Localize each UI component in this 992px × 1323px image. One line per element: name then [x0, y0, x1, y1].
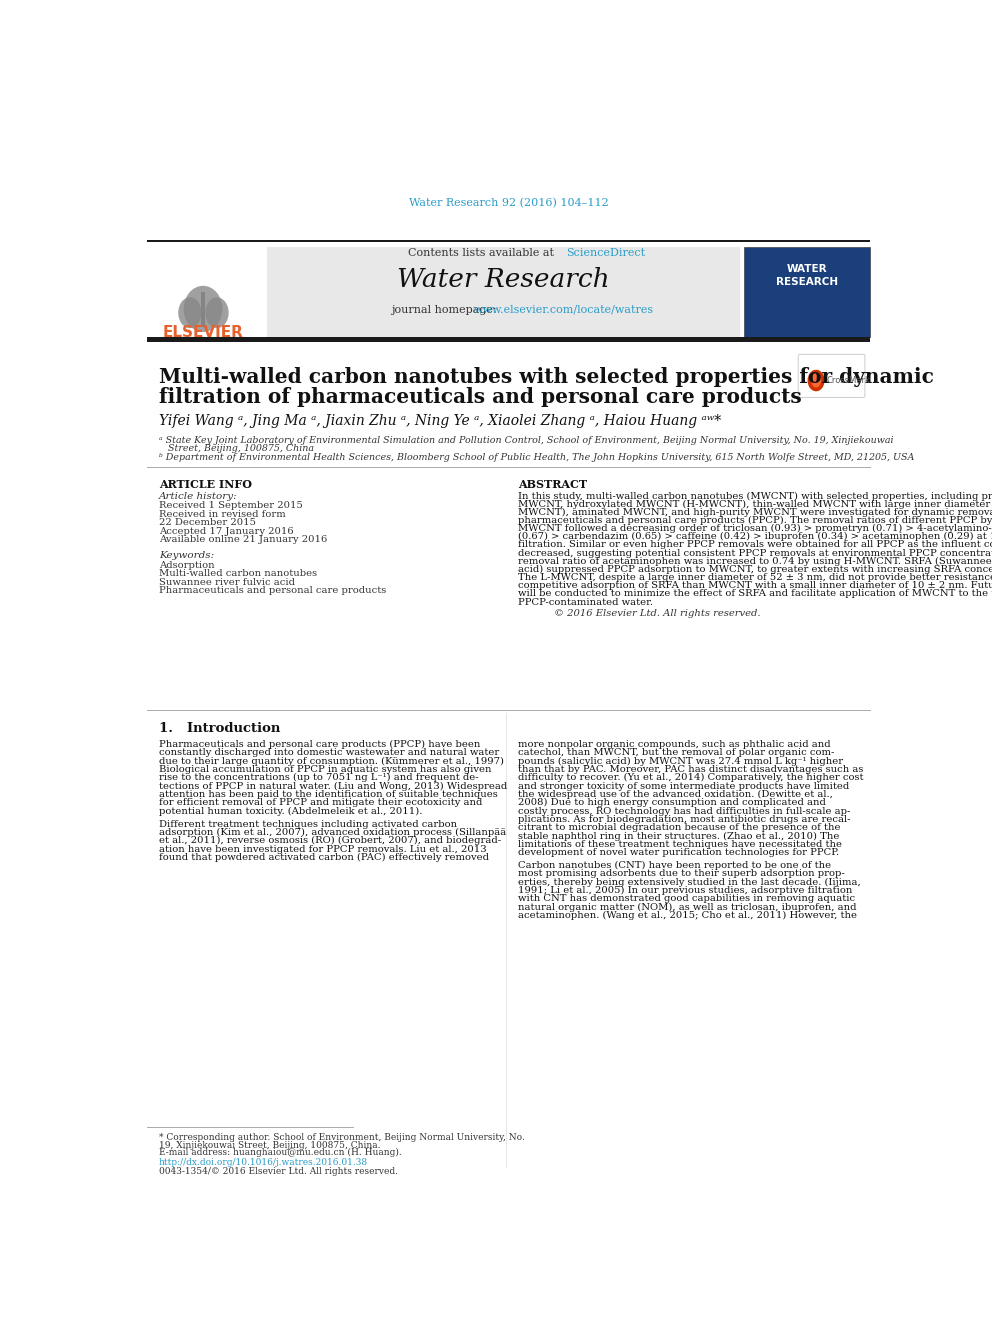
Text: Multi-walled carbon nanotubes: Multi-walled carbon nanotubes — [159, 569, 317, 578]
Text: with CNT has demonstrated good capabilities in removing aquatic: with CNT has demonstrated good capabilit… — [518, 894, 855, 904]
Text: Different treatment techniques including activated carbon: Different treatment techniques including… — [159, 819, 457, 828]
Text: potential human toxicity. (Abdelmeleik et al., 2011).: potential human toxicity. (Abdelmeleik e… — [159, 807, 423, 816]
Text: * Corresponding author. School of Environment, Beijing Normal University, No.: * Corresponding author. School of Enviro… — [159, 1132, 525, 1142]
Ellipse shape — [205, 298, 228, 328]
Text: ELSEVIER: ELSEVIER — [163, 324, 243, 340]
Text: erties, thereby being extensively studied in the last decade. (Iijima,: erties, thereby being extensively studie… — [518, 877, 860, 886]
Text: ScienceDirect: ScienceDirect — [565, 247, 645, 258]
Text: ABSTRACT: ABSTRACT — [518, 479, 587, 490]
Text: CrossMark: CrossMark — [826, 376, 870, 385]
Text: Street, Beijing, 100875, China: Street, Beijing, 100875, China — [159, 445, 313, 454]
Text: will be conducted to minimize the effect of SRFA and facilitate application of M: will be conducted to minimize the effect… — [518, 589, 992, 598]
Ellipse shape — [811, 373, 821, 388]
Text: natural organic matter (NOM), as well as triclosan, ibuprofen, and: natural organic matter (NOM), as well as… — [518, 902, 856, 912]
Text: plications. As for biodegradation, most antibiotic drugs are recal-: plications. As for biodegradation, most … — [518, 815, 850, 824]
Text: Pharmaceuticals and personal care products (PPCP) have been: Pharmaceuticals and personal care produc… — [159, 740, 480, 749]
Ellipse shape — [807, 369, 824, 392]
Bar — [147, 337, 870, 343]
Text: 2008) Due to high energy consumption and complicated and: 2008) Due to high energy consumption and… — [518, 798, 825, 807]
Text: attention has been paid to the identification of suitable techniques: attention has been paid to the identific… — [159, 790, 498, 799]
Text: rise to the concentrations (up to 7051 ng L⁻¹) and frequent de-: rise to the concentrations (up to 7051 n… — [159, 774, 478, 782]
Text: PPCP-contaminated water.: PPCP-contaminated water. — [518, 598, 653, 606]
Text: competitive adsorption of SRFA than MWCNT with a small inner diameter of 10 ± 2 : competitive adsorption of SRFA than MWCN… — [518, 581, 992, 590]
Text: http://dx.doi.org/10.1016/j.watres.2016.01.38: http://dx.doi.org/10.1016/j.watres.2016.… — [159, 1158, 368, 1167]
Text: Contents lists available at: Contents lists available at — [409, 247, 555, 258]
Text: Carbon nanotubes (CNT) have been reported to be one of the: Carbon nanotubes (CNT) have been reporte… — [518, 861, 831, 871]
Text: difficulty to recover. (Yu et al., 2014) Comparatively, the higher cost: difficulty to recover. (Yu et al., 2014)… — [518, 774, 863, 782]
Text: Biological accumulation of PPCP in aquatic system has also given: Biological accumulation of PPCP in aquat… — [159, 765, 491, 774]
Text: constantly discharged into domestic wastewater and natural water: constantly discharged into domestic wast… — [159, 749, 499, 758]
Text: 19, Xinjiekouwai Street, Beijing, 100875, China.: 19, Xinjiekouwai Street, Beijing, 100875… — [159, 1140, 380, 1150]
Text: filtration. Similar or even higher PPCP removals were obtained for all PPCP as t: filtration. Similar or even higher PPCP … — [518, 540, 992, 549]
Ellipse shape — [184, 286, 222, 332]
Text: development of novel water purification technologies for PPCP.: development of novel water purification … — [518, 848, 839, 857]
Text: Article history:: Article history: — [159, 492, 237, 501]
FancyBboxPatch shape — [799, 355, 865, 397]
Bar — [147, 239, 870, 242]
Text: ARTICLE INFO: ARTICLE INFO — [159, 479, 252, 490]
Text: MWCNT followed a decreasing order of triclosan (0.93) > prometryn (0.71) > 4-ace: MWCNT followed a decreasing order of tri… — [518, 524, 992, 533]
Bar — [268, 246, 740, 337]
Text: Yifei Wang ᵃ, Jing Ma ᵃ, Jiaxin Zhu ᵃ, Ning Ye ᵃ, Xiaolei Zhang ᵃ, Haiou Huang ᵃ: Yifei Wang ᵃ, Jing Ma ᵃ, Jiaxin Zhu ᵃ, N… — [159, 414, 721, 429]
Text: acid) suppressed PPCP adsorption to MWCNT, to greater extents with increasing SR: acid) suppressed PPCP adsorption to MWCN… — [518, 565, 992, 574]
Text: Received in revised form: Received in revised form — [159, 509, 286, 519]
Text: due to their large quantity of consumption. (Kümmerer et al., 1997): due to their large quantity of consumpti… — [159, 757, 504, 766]
Text: MWCNT, hydroxylated MWCNT (H-MWCNT), thin-walled MWCNT with large inner diameter: MWCNT, hydroxylated MWCNT (H-MWCNT), thi… — [518, 500, 992, 508]
Text: filtration of pharmaceuticals and personal care products: filtration of pharmaceuticals and person… — [159, 386, 802, 406]
Text: ation have been investigated for PPCP removals. Liu et al., 2013: ation have been investigated for PPCP re… — [159, 844, 486, 853]
Text: journal homepage:: journal homepage: — [392, 304, 497, 315]
Text: than that by PAC. Moreover, PAC has distinct disadvantages such as: than that by PAC. Moreover, PAC has dist… — [518, 765, 863, 774]
Text: pharmaceuticals and personal care products (PPCP). The removal ratios of differe: pharmaceuticals and personal care produc… — [518, 516, 992, 525]
Text: © 2016 Elsevier Ltd. All rights reserved.: © 2016 Elsevier Ltd. All rights reserved… — [554, 609, 761, 618]
Text: catechol, than MWCNT, but the removal of polar organic com-: catechol, than MWCNT, but the removal of… — [518, 749, 834, 758]
Text: 1.   Introduction: 1. Introduction — [159, 721, 281, 734]
Text: found that powdered activated carbon (PAC) effectively removed: found that powdered activated carbon (PA… — [159, 853, 489, 863]
Text: In this study, multi-walled carbon nanotubes (MWCNT) with selected properties, i: In this study, multi-walled carbon nanot… — [518, 491, 992, 500]
Text: et al., 2011), reverse osmosis (RO) (Grobert, 2007), and biodegrad-: et al., 2011), reverse osmosis (RO) (Gro… — [159, 836, 501, 845]
Text: Keywords:: Keywords: — [159, 552, 214, 561]
Text: removal ratio of acetaminophen was increased to 0.74 by using H-MWCNT. SRFA (Suw: removal ratio of acetaminophen was incre… — [518, 557, 992, 566]
Text: 1991; Li et al., 2005) In our previous studies, adsorptive filtration: 1991; Li et al., 2005) In our previous s… — [518, 886, 852, 896]
Text: limitations of these treatment techniques have necessitated the: limitations of these treatment technique… — [518, 840, 841, 849]
Text: citrant to microbial degradation because of the presence of the: citrant to microbial degradation because… — [518, 823, 840, 832]
Text: MWCNT), aminated MWCNT, and high-purity MWCNT were investigated for dynamic remo: MWCNT), aminated MWCNT, and high-purity … — [518, 508, 992, 517]
Text: WATER
RESEARCH: WATER RESEARCH — [776, 265, 838, 287]
Ellipse shape — [179, 298, 201, 328]
Text: costly process, RO technology has had difficulties in full-scale ap-: costly process, RO technology has had di… — [518, 807, 850, 816]
Bar — [200, 292, 204, 327]
Text: most promising adsorbents due to their superb adsorption prop-: most promising adsorbents due to their s… — [518, 869, 844, 878]
Text: Accepted 17 January 2016: Accepted 17 January 2016 — [159, 527, 294, 536]
Text: E-mail address: huanghaiou@mu.edu.cn (H. Huang).: E-mail address: huanghaiou@mu.edu.cn (H.… — [159, 1148, 402, 1158]
Text: Suwannee river fulvic acid: Suwannee river fulvic acid — [159, 578, 295, 586]
Text: adsorption (Kim et al., 2007), advanced oxidation process (Sillanpää: adsorption (Kim et al., 2007), advanced … — [159, 828, 506, 837]
Text: Pharmaceuticals and personal care products: Pharmaceuticals and personal care produc… — [159, 586, 386, 595]
Text: 0043-1354/© 2016 Elsevier Ltd. All rights reserved.: 0043-1354/© 2016 Elsevier Ltd. All right… — [159, 1167, 398, 1176]
Text: acetaminophen. (Wang et al., 2015; Cho et al., 2011) However, the: acetaminophen. (Wang et al., 2015; Cho e… — [518, 912, 857, 921]
Text: ᵃ State Key Joint Laboratory of Environmental Simulation and Pollution Control, : ᵃ State Key Joint Laboratory of Environm… — [159, 437, 894, 445]
Text: and stronger toxicity of some intermediate products have limited: and stronger toxicity of some intermedia… — [518, 782, 849, 791]
Text: Adsorption: Adsorption — [159, 561, 214, 570]
Text: ᵇ Department of Environmental Health Sciences, Bloomberg School of Public Health: ᵇ Department of Environmental Health Sci… — [159, 452, 915, 462]
Text: for efficient removal of PPCP and mitigate their ecotoxicity and: for efficient removal of PPCP and mitiga… — [159, 798, 482, 807]
Text: tections of PPCP in natural water. (Liu and Wong, 2013) Widespread: tections of PPCP in natural water. (Liu … — [159, 782, 507, 791]
Text: Received 1 September 2015: Received 1 September 2015 — [159, 501, 303, 511]
Text: Available online 21 January 2016: Available online 21 January 2016 — [159, 536, 327, 544]
Text: pounds (salicylic acid) by MWCNT was 27.4 mmol L kg⁻¹ higher: pounds (salicylic acid) by MWCNT was 27.… — [518, 757, 843, 766]
Text: Water Research 92 (2016) 104–112: Water Research 92 (2016) 104–112 — [409, 198, 608, 209]
Text: stable naphthol ring in their structures. (Zhao et al., 2010) The: stable naphthol ring in their structures… — [518, 832, 839, 840]
Text: decreased, suggesting potential consistent PPCP removals at environmental PPCP c: decreased, suggesting potential consiste… — [518, 549, 992, 557]
Text: 22 December 2015: 22 December 2015 — [159, 519, 256, 528]
Text: the widespread use of the advanced oxidation. (Dewitte et al.,: the widespread use of the advanced oxida… — [518, 790, 832, 799]
Text: Multi-walled carbon nanotubes with selected properties for dynamic: Multi-walled carbon nanotubes with selec… — [159, 366, 933, 386]
Text: www.elsevier.com/locate/watres: www.elsevier.com/locate/watres — [474, 304, 655, 315]
Text: more nonpolar organic compounds, such as phthalic acid and: more nonpolar organic compounds, such as… — [518, 740, 830, 749]
Bar — [744, 246, 870, 337]
Text: Water Research: Water Research — [398, 267, 610, 292]
Bar — [147, 246, 268, 337]
Text: The L-MWCNT, despite a large inner diameter of 52 ± 3 nm, did not provide better: The L-MWCNT, despite a large inner diame… — [518, 573, 992, 582]
Text: (0.67) > carbendazim (0.65) > caffeine (0.42) > ibuprofen (0.34) > acetaminophen: (0.67) > carbendazim (0.65) > caffeine (… — [518, 532, 992, 541]
